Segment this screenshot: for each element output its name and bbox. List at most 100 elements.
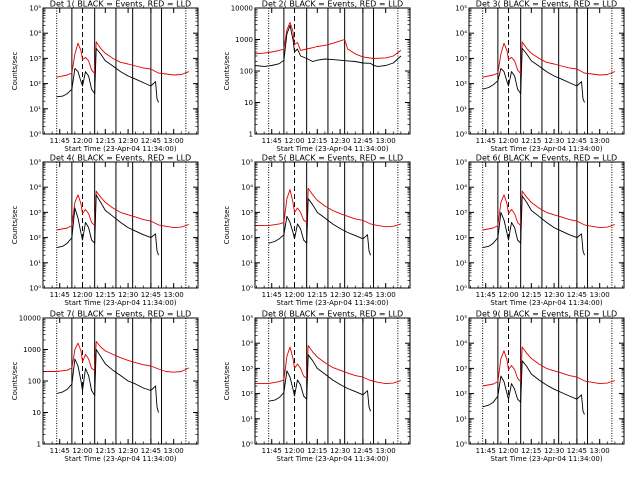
panel-4-ytick-label-6: 10⁵ xyxy=(29,159,41,167)
panel-8-events-series xyxy=(268,354,371,412)
panel-7-ytick-label-3: 100 xyxy=(28,378,41,386)
panel-5-ytick-label-6: 10⁵ xyxy=(241,159,253,167)
panel-6-ytick-label-5: 10⁴ xyxy=(455,184,467,192)
panel-7-ytick-label-5: 10000 xyxy=(19,315,41,323)
panel-5-title: Det 5( BLACK = Events, RED = LLD xyxy=(262,154,403,163)
panel-8-ytick-label-5: 10⁴ xyxy=(241,340,253,348)
panel-8: Det 8( BLACK = Events, RED = LLD 10⁰ 10¹ 10… xyxy=(223,310,411,463)
panel-4-ylabel: Counts/sec xyxy=(11,206,19,245)
panel-6-ytick-label-6: 10⁵ xyxy=(455,159,467,167)
panel-2-xtick-label-4: 12:30 xyxy=(330,137,350,145)
panel-5-events-series xyxy=(268,198,371,256)
panel-1-xlabel: Start Time (23-Apr-04 11:34:00) xyxy=(64,145,176,153)
panel-9-ytick-label-5: 10⁴ xyxy=(455,340,467,348)
panel-2-ylabel: Counts/sec xyxy=(223,52,231,91)
panel-5-xtick-label-2: 12:00 xyxy=(284,291,304,299)
panel-8-xtick-label-6: 13:00 xyxy=(376,447,396,455)
panel-8-ytick-label-3: 10² xyxy=(241,390,253,398)
panel-6-ytick-label-1: 10⁰ xyxy=(455,285,467,293)
panel-5-xlabel: Start Time (23-Apr-04 11:34:00) xyxy=(276,299,388,307)
panel-6-xtick-label-2: 12:00 xyxy=(498,291,518,299)
panel-6-xtick-label-3: 12:15 xyxy=(521,291,541,299)
panel-1-xtick-label-1: 11:45 xyxy=(50,137,70,145)
panel-8-ytick-label-1: 10⁰ xyxy=(241,441,253,449)
panel-7-ytick-label-4: 1000 xyxy=(23,346,41,354)
panel-1-ytick-label-1: 10⁰ xyxy=(29,131,41,139)
panel-7-xtick-label-5: 12:45 xyxy=(141,447,161,455)
panel-2-xtick-label-5: 12:45 xyxy=(353,137,373,145)
panel-4-ytick-label-2: 10¹ xyxy=(29,259,41,267)
panel-4-xtick-label-3: 12:15 xyxy=(95,291,115,299)
panel-2-ytick-label-2: 10 xyxy=(244,99,253,107)
panel-2-xtick-label-3: 12:15 xyxy=(307,137,327,145)
panel-1-ytick-label-4: 10³ xyxy=(29,55,41,63)
panel-5-xtick-label-1: 11:45 xyxy=(262,291,282,299)
panel-9-ytick-label-4: 10³ xyxy=(455,365,467,373)
panel-1-ytick-label-6: 10⁵ xyxy=(29,5,41,13)
panel-7-title: Det 7( BLACK = Events, RED = LLD xyxy=(50,310,191,319)
panel-6-ytick-label-4: 10³ xyxy=(455,209,467,217)
panel-7-xtick-label-6: 13:00 xyxy=(164,447,184,455)
panel-2-title: Det 2( BLACK = Events, RED = LLD xyxy=(262,0,403,9)
panel-3-frame xyxy=(468,7,625,135)
panel-8-ytick-label-4: 10³ xyxy=(241,365,253,373)
panel-9-ytick-label-3: 10² xyxy=(455,390,467,398)
panel-1-ytick-label-3: 10² xyxy=(29,80,41,88)
panel-8-ytick-label-2: 10¹ xyxy=(241,415,253,423)
panel-9-xtick-label-5: 12:45 xyxy=(567,447,587,455)
panel-2-xtick-label-6: 13:00 xyxy=(376,137,396,145)
panel-4-ytick-label-1: 10⁰ xyxy=(29,285,41,293)
panel-8-xtick-label-1: 11:45 xyxy=(262,447,282,455)
panel-1-xtick-label-2: 12:00 xyxy=(72,137,92,145)
panel-5-xtick-label-5: 12:45 xyxy=(353,291,373,299)
panel-9-title: Det 9( BLACK = Events, RED = LLD xyxy=(476,310,617,319)
panel-7-events-series xyxy=(56,349,159,413)
panel-3-ytick-label-3: 10² xyxy=(455,80,467,88)
panel-7-xtick-label-4: 12:30 xyxy=(118,447,138,455)
panel-1-xtick-label-6: 13:00 xyxy=(164,137,184,145)
panel-9-frame xyxy=(468,317,625,445)
panel-5-ytick-label-5: 10⁴ xyxy=(241,184,253,192)
panel-1-frame xyxy=(42,7,199,135)
panel-8-xtick-label-5: 12:45 xyxy=(353,447,373,455)
panel-7-frame xyxy=(42,317,199,445)
panel-1-ytick-label-5: 10⁴ xyxy=(29,30,41,38)
panel-4-xtick-label-2: 12:00 xyxy=(72,291,92,299)
panel-3-ytick-label-5: 10⁴ xyxy=(455,30,467,38)
panel-3-ytick-label-1: 10⁰ xyxy=(455,131,467,139)
panel-5-lld-series xyxy=(255,187,402,228)
panel-9: Det 9( BLACK = Events, RED = LLD 10⁰ 10¹ 10… xyxy=(455,310,625,463)
panel-6-ytick-label-2: 10¹ xyxy=(455,259,467,267)
panel-9-ytick-label-1: 10⁰ xyxy=(455,441,467,449)
panel-3-xtick-label-3: 12:15 xyxy=(521,137,541,145)
panel-4-ytick-label-3: 10² xyxy=(29,234,41,242)
panel-4-ytick-label-5: 10⁴ xyxy=(29,184,41,192)
panel-4-frame xyxy=(42,161,199,289)
panel-3-ytick-label-2: 10¹ xyxy=(455,105,467,113)
panel-9-ytick-label-6: 10⁵ xyxy=(455,315,467,323)
panel-3-ytick-label-4: 10³ xyxy=(455,55,467,63)
panel-2-xtick-label-2: 12:00 xyxy=(284,137,304,145)
panel-7-xtick-label-3: 12:15 xyxy=(95,447,115,455)
panel-7-xlabel: Start Time (23-Apr-04 11:34:00) xyxy=(64,455,176,463)
panel-3: Det 3( BLACK = Events, RED = LLD 10⁰ 10¹ 10… xyxy=(455,0,625,153)
panel-1-xtick-label-3: 12:15 xyxy=(95,137,115,145)
panel-7-ylabel: Counts/sec xyxy=(11,362,19,401)
panel-3-events-series xyxy=(482,47,585,103)
panel-3-xtick-label-1: 11:45 xyxy=(476,137,496,145)
panel-5-ytick-label-3: 10² xyxy=(241,234,253,242)
panel-1-events-series xyxy=(56,47,159,103)
panel-4-events-series xyxy=(56,194,159,256)
panel-9-lld-series xyxy=(482,346,616,387)
panel-3-ytick-label-6: 10⁵ xyxy=(455,5,467,13)
panel-4-xtick-label-6: 13:00 xyxy=(164,291,184,299)
panel-8-ytick-label-6: 10⁵ xyxy=(241,315,253,323)
panel-2-ytick-label-1: 1 xyxy=(249,131,253,139)
panel-8-title: Det 8( BLACK = Events, RED = LLD xyxy=(262,310,403,319)
panel-1-xtick-label-5: 12:45 xyxy=(141,137,161,145)
panel-8-xtick-label-4: 12:30 xyxy=(330,447,350,455)
panel-3-xtick-label-2: 12:00 xyxy=(498,137,518,145)
panel-4-xtick-label-1: 11:45 xyxy=(50,291,70,299)
panel-8-xtick-label-2: 12:00 xyxy=(284,447,304,455)
